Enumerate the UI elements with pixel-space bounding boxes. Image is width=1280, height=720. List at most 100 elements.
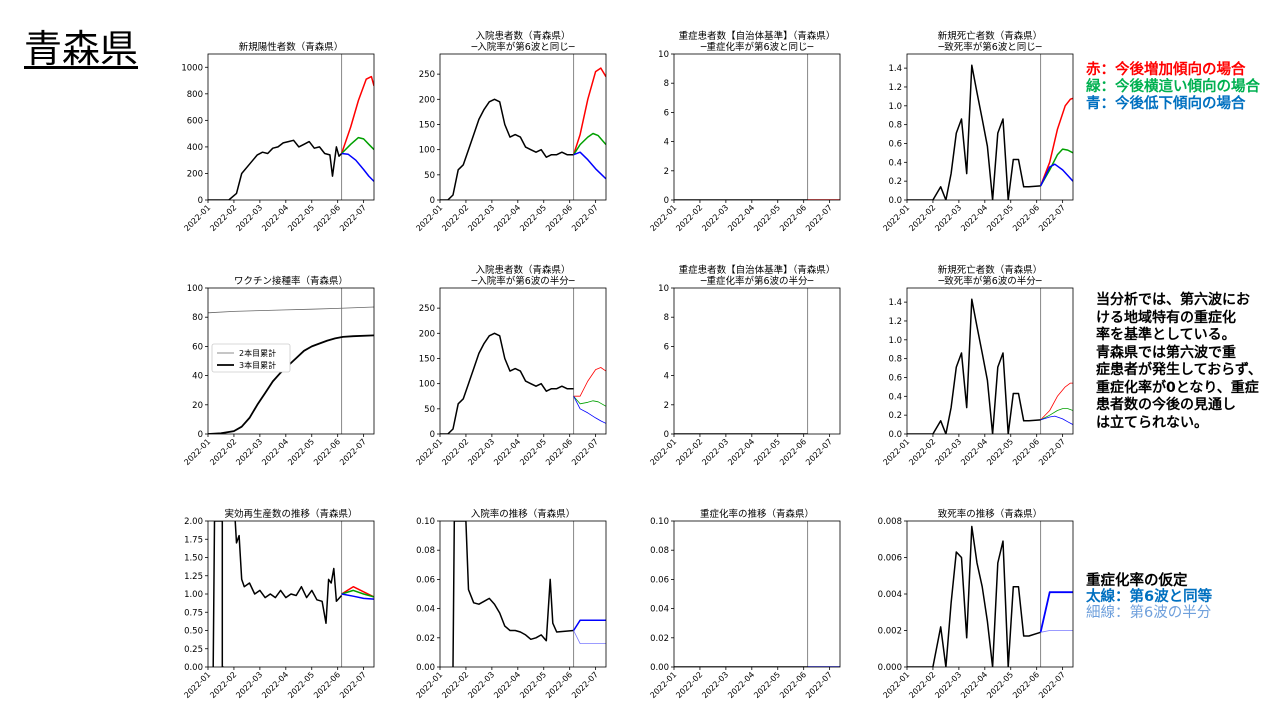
x-tick-label: 2022-07	[338, 670, 368, 700]
x-tick-label: 2022-01	[881, 670, 911, 700]
series-line	[573, 630, 606, 644]
x-tick-label: 2022-03	[700, 670, 730, 700]
y-tick-label: 0.02	[416, 634, 435, 644]
series-group	[440, 67, 606, 200]
y-tick-label: 0.002	[878, 627, 902, 637]
y-tick-label: 40	[192, 372, 203, 382]
y-tick-label: 8	[664, 79, 669, 89]
y-tick-label: 0.50	[184, 627, 203, 637]
chart-title: 重症患者数【自治体基準】（青森県）	[679, 30, 836, 42]
y-tick-label: 1.4	[888, 64, 902, 74]
series-group	[907, 525, 1073, 667]
y-tick-label: 80	[192, 313, 203, 323]
x-tick-label: 2022-07	[804, 437, 834, 467]
series-line	[573, 151, 606, 180]
y-tick-label: 0.10	[650, 517, 669, 527]
chart-title: 入院率の推移（青森県）	[471, 508, 576, 520]
series-group	[208, 75, 374, 200]
y-tick-label: 0.004	[878, 590, 902, 600]
plot-frame	[439, 53, 607, 201]
chart-title: 入院患者数（青森県）	[475, 264, 570, 276]
series-line	[573, 367, 606, 397]
x-tick-label: 2022-02	[208, 670, 238, 700]
y-tick-label: 0	[198, 430, 203, 440]
x-tick-label: 2022-03	[700, 203, 730, 233]
series-line	[452, 521, 574, 667]
x-tick-label: 2022-06	[778, 670, 808, 700]
y-tick-label: 6	[664, 108, 669, 118]
x-tick-label: 2022-07	[1037, 203, 1067, 233]
x-tick-label: 2022-01	[648, 203, 678, 233]
chart-title: ─入院率が第6波と同じ─	[471, 41, 575, 53]
y-tick-label: 400	[187, 143, 203, 153]
series-group	[452, 521, 606, 667]
series-line	[1040, 408, 1073, 421]
x-tick-label: 2022-06	[778, 437, 808, 467]
y-tick-label: 200	[419, 329, 435, 339]
scenario-legend-red: 赤：今後増加傾向の場合	[1086, 62, 1246, 78]
legend-label: 2本目累計	[239, 348, 276, 358]
y-tick-label: 0.08	[650, 546, 669, 556]
y-tick-label: 0	[430, 430, 435, 440]
y-tick-label: 0.06	[650, 575, 669, 585]
x-tick-label: 2022-03	[933, 203, 963, 233]
chart-title: 入院患者数（青森県）	[475, 30, 570, 42]
y-tick-label: 0.2	[888, 177, 902, 187]
chart-title: 新規陽性者数（青森県）	[239, 41, 344, 53]
chart-hospitalized-half: 入院患者数（青森県）─入院率が第6波の半分─ 0 50 100 150 200 250 202…	[414, 264, 607, 467]
plot-frame	[906, 287, 1074, 435]
series-line	[573, 396, 606, 424]
y-tick-label: 0.0	[888, 430, 902, 440]
chart-hospitalized-same: 入院患者数（青森県）─入院率が第6波と同じ─ 0 50 100 150 200 250 202…	[414, 30, 607, 233]
analysis-note-line: 青森県では第六波で重	[1096, 344, 1236, 361]
y-tick-label: 2	[664, 167, 669, 177]
page-title: 青森県	[24, 27, 139, 71]
plot-frame	[906, 53, 1074, 201]
chart-title: 致死率の推移（青森県）	[938, 508, 1043, 520]
analysis-note-line: ける地域特有の重症化	[1096, 309, 1236, 326]
y-tick-label: 100	[187, 284, 203, 294]
y-tick-label: 0.4	[888, 158, 902, 168]
series-line	[340, 75, 374, 154]
y-tick-label: 0.6	[888, 373, 902, 383]
x-tick-label: 2022-06	[778, 203, 808, 233]
x-tick-label: 2022-07	[1037, 437, 1067, 467]
assumption-legend-thick: 太線：第6波と同等	[1086, 589, 1213, 605]
series-line	[1039, 97, 1073, 187]
y-tick-label: 800	[187, 90, 203, 100]
x-tick-label: 2022-01	[182, 203, 212, 233]
series-line	[907, 64, 1041, 200]
y-tick-label: 4	[664, 138, 669, 148]
y-tick-label: 150	[419, 120, 435, 130]
plot-frame	[207, 287, 375, 435]
chart-fatality-rate: 致死率の推移（青森県） 0.000 0.002 0.004 0.006 0.008 2022…	[878, 508, 1074, 700]
x-tick-label: 2022-04	[260, 437, 290, 467]
y-tick-label: 200	[187, 169, 203, 179]
x-tick-label: 2022-02	[907, 437, 937, 467]
series-line	[341, 593, 374, 600]
series-group	[907, 298, 1073, 434]
chart-title: ─入院率が第6波の半分─	[471, 275, 575, 287]
x-tick-label: 2022-04	[959, 670, 989, 700]
series-line	[440, 332, 574, 434]
x-tick-label: 2022-02	[208, 203, 238, 233]
chart-new-cases: 新規陽性者数（青森県）020040060080010002022-012022-…	[181, 41, 375, 233]
plot-frame	[673, 287, 841, 435]
chart-title: 重症化率の推移（青森県）	[700, 508, 814, 520]
scenario-legend: 赤：今後増加傾向の場合 緑：今後横這い傾向の場合 青：今後低下傾向の場合	[1086, 62, 1260, 113]
series-line	[1040, 382, 1073, 421]
y-tick-label: 1.50	[184, 554, 203, 564]
analysis-note-line: は立てられない。	[1096, 414, 1208, 431]
y-tick-label: 0.2	[888, 411, 902, 421]
y-tick-label: 6	[664, 342, 669, 352]
y-tick-label: 0.75	[184, 608, 203, 618]
chart-title: ─致死率が第6波と同じ─	[938, 41, 1042, 53]
x-tick-label: 2022-03	[700, 437, 730, 467]
y-tick-label: 0.006	[878, 554, 902, 564]
y-tick-label: 10	[658, 284, 669, 294]
x-tick-label: 2022-03	[234, 437, 264, 467]
x-tick-label: 2022-06	[1011, 437, 1041, 467]
y-tick-label: 0.8	[888, 355, 902, 365]
x-tick-label: 2022-03	[466, 670, 496, 700]
analysis-note-line: 患者数の今後の見通し	[1096, 397, 1236, 413]
